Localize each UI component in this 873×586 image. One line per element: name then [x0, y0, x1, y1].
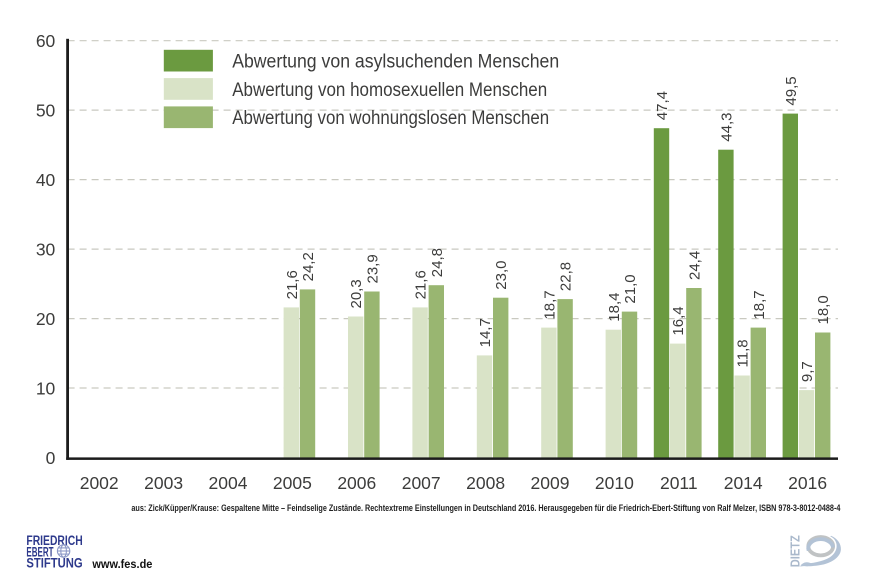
svg-text:2003: 2003: [144, 473, 183, 493]
svg-text:2009: 2009: [531, 473, 570, 493]
svg-text:22,8: 22,8: [558, 262, 575, 291]
svg-text:2016: 2016: [788, 473, 827, 493]
svg-text:18,4: 18,4: [606, 292, 623, 321]
svg-text:10: 10: [36, 378, 56, 398]
svg-text:2011: 2011: [660, 473, 698, 493]
svg-text:DIETZ: DIETZ: [789, 535, 803, 567]
svg-text:40: 40: [36, 170, 56, 190]
svg-text:18,7: 18,7: [541, 290, 558, 319]
svg-text:60: 60: [36, 31, 56, 51]
svg-text:18,0: 18,0: [815, 295, 832, 324]
svg-text:2002: 2002: [80, 473, 119, 493]
svg-text:EBERT: EBERT: [26, 544, 54, 559]
svg-text:30: 30: [36, 240, 56, 260]
svg-text:2010: 2010: [595, 473, 634, 493]
svg-text:20,3: 20,3: [348, 279, 365, 308]
svg-text:21,0: 21,0: [622, 274, 639, 303]
svg-text:2004: 2004: [209, 473, 248, 493]
svg-text:16,4: 16,4: [670, 306, 687, 335]
svg-text:11,8: 11,8: [735, 339, 752, 367]
svg-text:2007: 2007: [402, 473, 441, 493]
svg-text:44,3: 44,3: [718, 112, 735, 141]
svg-text:Abwertung von wohnungslosen Me: Abwertung von wohnungslosen Menschen: [232, 108, 549, 129]
svg-text:2006: 2006: [337, 473, 376, 493]
svg-text:Abwertung von homosexuellen Me: Abwertung von homosexuellen Menschen: [232, 80, 547, 101]
svg-text:49,5: 49,5: [783, 76, 800, 105]
svg-text:STIFTUNG: STIFTUNG: [26, 556, 82, 571]
svg-text:2005: 2005: [273, 473, 312, 493]
svg-text:Abwertung von asylsuchenden Me: Abwertung von asylsuchenden Menschen: [232, 52, 559, 73]
svg-text:21,6: 21,6: [413, 270, 430, 299]
svg-text:24,2: 24,2: [300, 252, 317, 281]
svg-text:23,0: 23,0: [493, 260, 510, 289]
svg-text:2008: 2008: [466, 473, 505, 493]
svg-text:aus: Zick/Küpper/Krause: Gespa: aus: Zick/Küpper/Krause: Gespaltene Mitt…: [131, 503, 840, 513]
svg-text:23,9: 23,9: [364, 254, 381, 283]
svg-text:www.fes.de: www.fes.de: [91, 557, 152, 571]
svg-text:24,8: 24,8: [429, 248, 446, 277]
svg-text:20: 20: [36, 309, 56, 329]
svg-text:50: 50: [36, 101, 56, 121]
svg-text:21,6: 21,6: [284, 270, 301, 299]
svg-text:18,7: 18,7: [751, 290, 768, 319]
svg-text:FRIEDRICH: FRIEDRICH: [26, 533, 82, 548]
svg-text:9,7: 9,7: [799, 361, 816, 382]
svg-text:0: 0: [46, 448, 56, 468]
svg-text:47,4: 47,4: [654, 91, 671, 120]
svg-text:24,4: 24,4: [686, 251, 703, 280]
svg-text:2014: 2014: [724, 473, 763, 493]
svg-text:14,7: 14,7: [477, 318, 494, 347]
